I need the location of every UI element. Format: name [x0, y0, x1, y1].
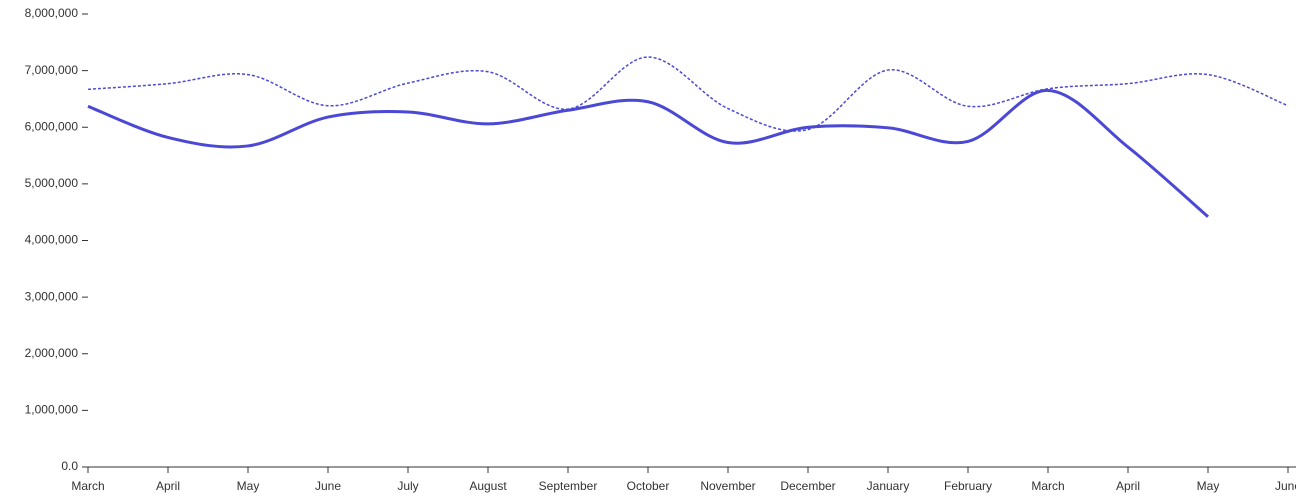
- x-tick-label: April: [1116, 479, 1140, 493]
- x-tick-label: December: [780, 479, 835, 493]
- x-tick-label: March: [71, 479, 104, 493]
- x-tick-label: February: [944, 479, 992, 493]
- x-tick-label: May: [237, 479, 260, 493]
- y-tick-label: 8,000,000: [25, 6, 79, 20]
- y-tick-label: 3,000,000: [25, 289, 79, 303]
- x-tick-label: July: [397, 479, 418, 493]
- x-tick-label: June: [1275, 479, 1296, 493]
- x-tick-label: August: [469, 479, 507, 493]
- y-tick-label: 6,000,000: [25, 119, 79, 133]
- x-tick-label: April: [156, 479, 180, 493]
- y-tick-label: 1,000,000: [25, 403, 79, 417]
- x-tick-label: March: [1031, 479, 1064, 493]
- y-tick-label: 2,000,000: [25, 346, 79, 360]
- x-tick-label: January: [867, 479, 910, 493]
- y-tick-label: 5,000,000: [25, 176, 79, 190]
- y-tick-label: 7,000,000: [25, 63, 79, 77]
- x-tick-label: September: [539, 479, 598, 493]
- line-series: [87, 56, 1289, 132]
- x-tick-label: May: [1197, 479, 1220, 493]
- y-tick-label: 0.0: [61, 459, 78, 473]
- line-series: [87, 88, 1209, 218]
- x-tick-label: October: [627, 479, 670, 493]
- y-tick-label: 4,000,000: [25, 233, 79, 247]
- x-tick-label: June: [315, 479, 341, 493]
- x-tick-label: November: [700, 479, 755, 493]
